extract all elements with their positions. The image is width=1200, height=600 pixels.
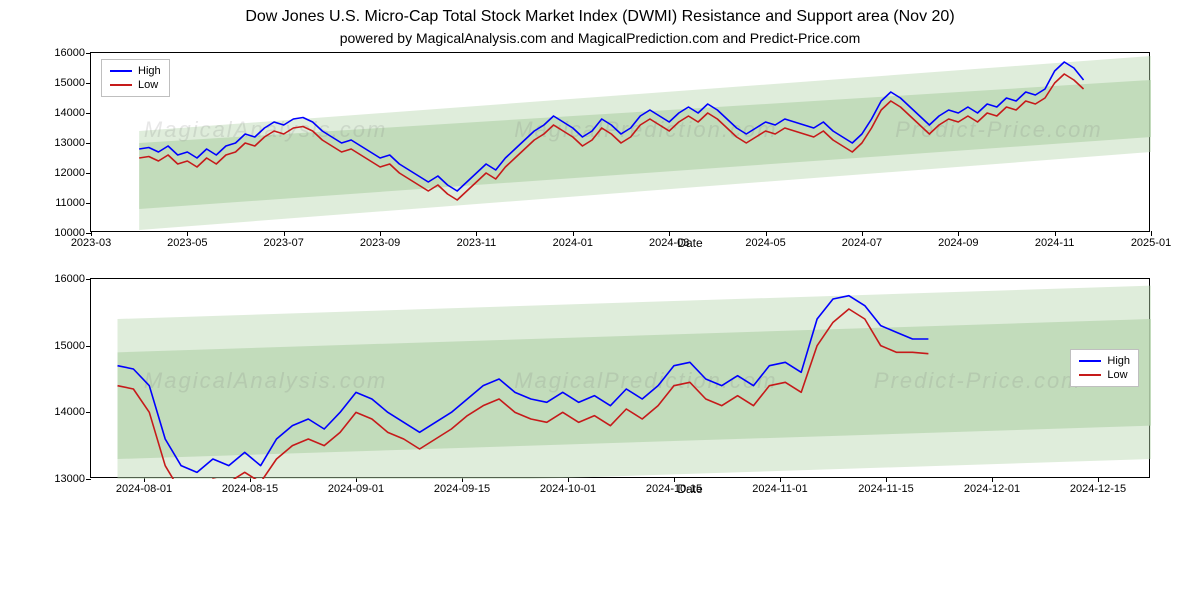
xtick-label: 2024-09-15 (434, 483, 490, 495)
bottom-legend: High Low (1070, 349, 1139, 387)
legend-item-low: Low (110, 78, 161, 92)
ytick-label: 12000 (41, 167, 85, 179)
legend-label-high: High (1107, 355, 1130, 367)
xtick-label: 2024-07 (842, 237, 882, 249)
legend-swatch-low (1079, 374, 1101, 376)
legend-item-high: High (110, 64, 161, 78)
ytick-label: 16000 (41, 47, 85, 59)
legend-swatch-low (110, 84, 132, 86)
xtick-label: 2024-08-01 (116, 483, 172, 495)
legend-item-low: Low (1079, 368, 1130, 382)
ytick-label: 11000 (41, 197, 85, 209)
top-price-series (91, 53, 1151, 233)
xtick-label: 2024-11-15 (858, 483, 913, 495)
ytick-label: 15000 (41, 77, 85, 89)
xtick-label: 2024-12-15 (1070, 483, 1126, 495)
xtick-label: 2024-05 (745, 237, 785, 249)
xtick-label: 2024-03 (649, 237, 689, 249)
top-plot-area: MagicalAnalysis.com MagicalPrediction.co… (90, 52, 1150, 232)
chart-title: Dow Jones U.S. Micro-Cap Total Stock Mar… (0, 0, 1200, 26)
xtick-label: 2024-10-01 (540, 483, 596, 495)
legend-label-low: Low (1107, 369, 1127, 381)
xtick-label: 2024-09-01 (328, 483, 384, 495)
xtick-label: 2024-01 (553, 237, 593, 249)
xtick-label: 2023-05 (167, 237, 207, 249)
xtick-label: 2024-10-15 (646, 483, 702, 495)
xtick-label: 2024-08-15 (222, 483, 278, 495)
xtick-label: 2024-12-01 (964, 483, 1020, 495)
top-chart: Price MagicalAnalysis.com MagicalPredict… (0, 52, 1200, 250)
bottom-chart: Price MagicalAnalysis.com MagicalPredict… (0, 278, 1200, 496)
legend-item-high: High (1079, 354, 1130, 368)
ytick-label: 14000 (41, 107, 85, 119)
ytick-label: 13000 (41, 137, 85, 149)
xtick-label: 2024-11-01 (752, 483, 807, 495)
xtick-label: 2024-11 (1035, 237, 1075, 249)
xtick-label: 2023-11 (457, 237, 497, 249)
legend-label-low: Low (138, 79, 158, 91)
xtick-label: 2023-07 (264, 237, 304, 249)
top-legend: High Low (101, 59, 170, 97)
bottom-price-series (91, 279, 1151, 479)
legend-label-high: High (138, 65, 161, 77)
chart-subtitle: powered by MagicalAnalysis.com and Magic… (0, 26, 1200, 52)
xtick-label: 2023-03 (71, 237, 111, 249)
legend-swatch-high (1079, 360, 1101, 362)
page-root: Dow Jones U.S. Micro-Cap Total Stock Mar… (0, 0, 1200, 600)
bottom-plot-area: MagicalAnalysis.com MagicalPrediction.co… (90, 278, 1150, 478)
ytick-label: 15000 (41, 340, 85, 352)
ytick-label: 13000 (41, 473, 85, 485)
xtick-label: 2025-01 (1131, 237, 1171, 249)
xtick-label: 2023-09 (360, 237, 400, 249)
ytick-label: 16000 (41, 273, 85, 285)
xtick-label: 2024-09 (938, 237, 978, 249)
ytick-label: 14000 (41, 406, 85, 418)
top-xlabel: Date (90, 232, 1200, 250)
legend-swatch-high (110, 70, 132, 72)
